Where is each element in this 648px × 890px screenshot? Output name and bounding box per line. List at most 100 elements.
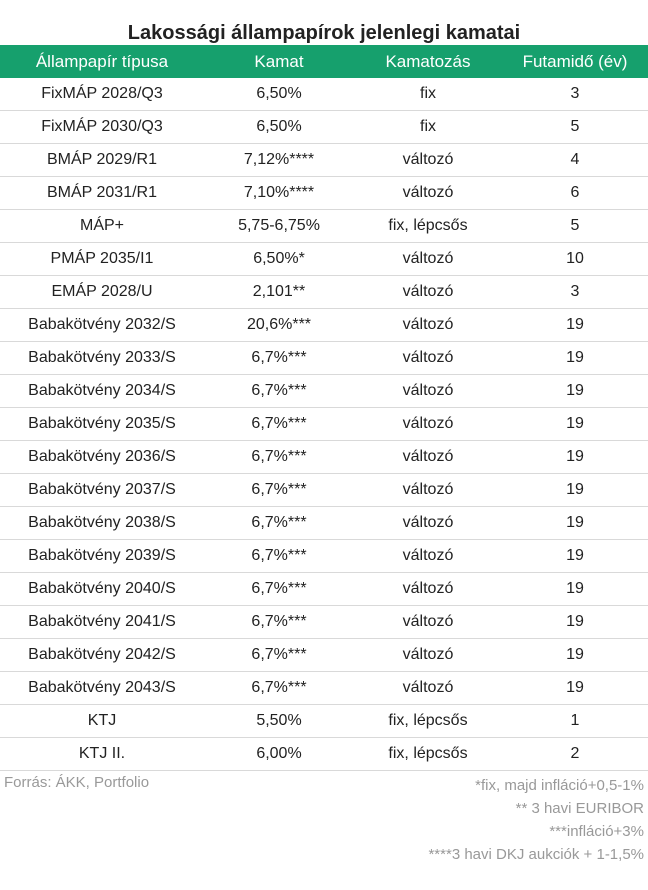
cell-rate: 6,7%*** (204, 341, 354, 375)
cell-maturity: 6 (502, 176, 648, 210)
cell-rate: 6,7%*** (204, 671, 354, 705)
cell-bond-type: Babakötvény 2033/S (0, 341, 204, 375)
page-title: Lakossági állampapírok jelenlegi kamatai (127, 22, 521, 44)
cell-rate: 5,75-6,75% (204, 209, 354, 243)
table-row: Babakötvény 2043/S 6,7%*** változó 19 (0, 671, 648, 705)
cell-rate: 20,6%*** (204, 308, 354, 342)
cell-bond-type: BMÁP 2029/R1 (0, 143, 204, 177)
cell-interest-type: fix (354, 78, 502, 111)
cell-maturity: 19 (502, 572, 648, 606)
bond-rates-table: Állampapír típusa Kamat Kamatozás Futami… (0, 45, 648, 771)
table-row: Babakötvény 2033/S 6,7%*** változó 19 (0, 341, 648, 375)
cell-maturity: 4 (502, 143, 648, 177)
cell-interest-type: változó (354, 605, 502, 639)
table-row: BMÁP 2031/R1 7,10%**** változó 6 (0, 176, 648, 210)
column-header-rate: Kamat (204, 45, 354, 78)
cell-bond-type: Babakötvény 2039/S (0, 539, 204, 573)
cell-interest-type: változó (354, 308, 502, 342)
table-footer: Forrás: ÁKK, Portfolio *fix, majd inflác… (0, 771, 648, 871)
column-header-interest-type: Kamatozás (354, 45, 502, 78)
cell-maturity: 19 (502, 374, 648, 408)
cell-rate: 6,7%*** (204, 440, 354, 474)
cell-interest-type: fix, lépcsős (354, 209, 502, 243)
cell-maturity: 3 (502, 78, 648, 111)
cell-interest-type: változó (354, 440, 502, 474)
cell-maturity: 10 (502, 242, 648, 276)
table-row: FixMÁP 2028/Q3 6,50% fix 3 (0, 78, 648, 111)
cell-interest-type: változó (354, 374, 502, 408)
cell-maturity: 19 (502, 308, 648, 342)
table-row: FixMÁP 2030/Q3 6,50% fix 5 (0, 110, 648, 144)
cell-maturity: 5 (502, 110, 648, 144)
footnotes: *fix, majd infláció+0,5-1% ** 3 havi EUR… (428, 774, 644, 866)
cell-interest-type: változó (354, 572, 502, 606)
cell-bond-type: Babakötvény 2038/S (0, 506, 204, 540)
cell-rate: 5,50% (204, 704, 354, 738)
footnote-4: ****3 havi DKJ aukciók + 1-1,5% (428, 846, 644, 863)
table-row: Babakötvény 2034/S 6,7%*** változó 19 (0, 374, 648, 408)
cell-rate: 7,10%**** (204, 176, 354, 210)
cell-interest-type: változó (354, 506, 502, 540)
cell-maturity: 19 (502, 638, 648, 672)
table-row: Babakötvény 2036/S 6,7%*** változó 19 (0, 440, 648, 474)
cell-maturity: 19 (502, 506, 648, 540)
cell-rate: 6,7%*** (204, 572, 354, 606)
cell-bond-type: Babakötvény 2043/S (0, 671, 204, 705)
cell-interest-type: változó (354, 407, 502, 441)
cell-rate: 6,7%*** (204, 539, 354, 573)
table-row: Babakötvény 2039/S 6,7%*** változó 19 (0, 539, 648, 573)
cell-maturity: 19 (502, 407, 648, 441)
table-row: BMÁP 2029/R1 7,12%**** változó 4 (0, 143, 648, 177)
cell-rate: 6,7%*** (204, 473, 354, 507)
column-header-maturity: Futamidő (év) (502, 45, 648, 78)
cell-maturity: 19 (502, 473, 648, 507)
cell-interest-type: változó (354, 341, 502, 375)
cell-maturity: 1 (502, 704, 648, 738)
cell-maturity: 5 (502, 209, 648, 243)
cell-rate: 6,50%* (204, 242, 354, 276)
cell-interest-type: változó (354, 275, 502, 309)
cell-bond-type: Babakötvény 2037/S (0, 473, 204, 507)
cell-bond-type: KTJ (0, 704, 204, 738)
table-row: Babakötvény 2032/S 20,6%*** változó 19 (0, 308, 648, 342)
cell-bond-type: MÁP+ (0, 209, 204, 243)
cell-interest-type: változó (354, 539, 502, 573)
table-row: Babakötvény 2040/S 6,7%*** változó 19 (0, 572, 648, 606)
source-note: Forrás: ÁKK, Portfolio (4, 774, 150, 791)
cell-bond-type: KTJ II. (0, 737, 204, 771)
cell-rate: 6,50% (204, 78, 354, 111)
cell-maturity: 19 (502, 341, 648, 375)
cell-bond-type: BMÁP 2031/R1 (0, 176, 204, 210)
cell-rate: 6,50% (204, 110, 354, 144)
table-row: Babakötvény 2035/S 6,7%*** változó 19 (0, 407, 648, 441)
table-row: KTJ II. 6,00% fix, lépcsős 2 (0, 737, 648, 771)
cell-rate: 7,12%**** (204, 143, 354, 177)
cell-bond-type: Babakötvény 2034/S (0, 374, 204, 408)
cell-interest-type: változó (354, 473, 502, 507)
cell-rate: 6,7%*** (204, 605, 354, 639)
footnote-2: ** 3 havi EURIBOR (515, 800, 644, 817)
cell-maturity: 19 (502, 539, 648, 573)
cell-interest-type: fix (354, 110, 502, 144)
table-row: KTJ 5,50% fix, lépcsős 1 (0, 704, 648, 738)
cell-bond-type: PMÁP 2035/I1 (0, 242, 204, 276)
footnote-1: *fix, majd infláció+0,5-1% (475, 777, 644, 794)
table-row: Babakötvény 2037/S 6,7%*** változó 19 (0, 473, 648, 507)
cell-interest-type: változó (354, 671, 502, 705)
cell-interest-type: fix, lépcsős (354, 737, 502, 771)
table-row: Babakötvény 2038/S 6,7%*** változó 19 (0, 506, 648, 540)
table-row: MÁP+ 5,75-6,75% fix, lépcsős 5 (0, 209, 648, 243)
table-row: Babakötvény 2042/S 6,7%*** változó 19 (0, 638, 648, 672)
cell-rate: 2,101** (204, 275, 354, 309)
cell-maturity: 2 (502, 737, 648, 771)
cell-interest-type: fix, lépcsős (354, 704, 502, 738)
cell-rate: 6,7%*** (204, 374, 354, 408)
cell-bond-type: Babakötvény 2036/S (0, 440, 204, 474)
cell-interest-type: változó (354, 242, 502, 276)
cell-maturity: 3 (502, 275, 648, 309)
cell-rate: 6,7%*** (204, 506, 354, 540)
table-body: FixMÁP 2028/Q3 6,50% fix 3 FixMÁP 2030/Q3 6,5… (0, 78, 648, 771)
cell-rate: 6,7%*** (204, 638, 354, 672)
table-row: PMÁP 2035/I1 6,50%* változó 10 (0, 242, 648, 276)
cell-maturity: 19 (502, 605, 648, 639)
